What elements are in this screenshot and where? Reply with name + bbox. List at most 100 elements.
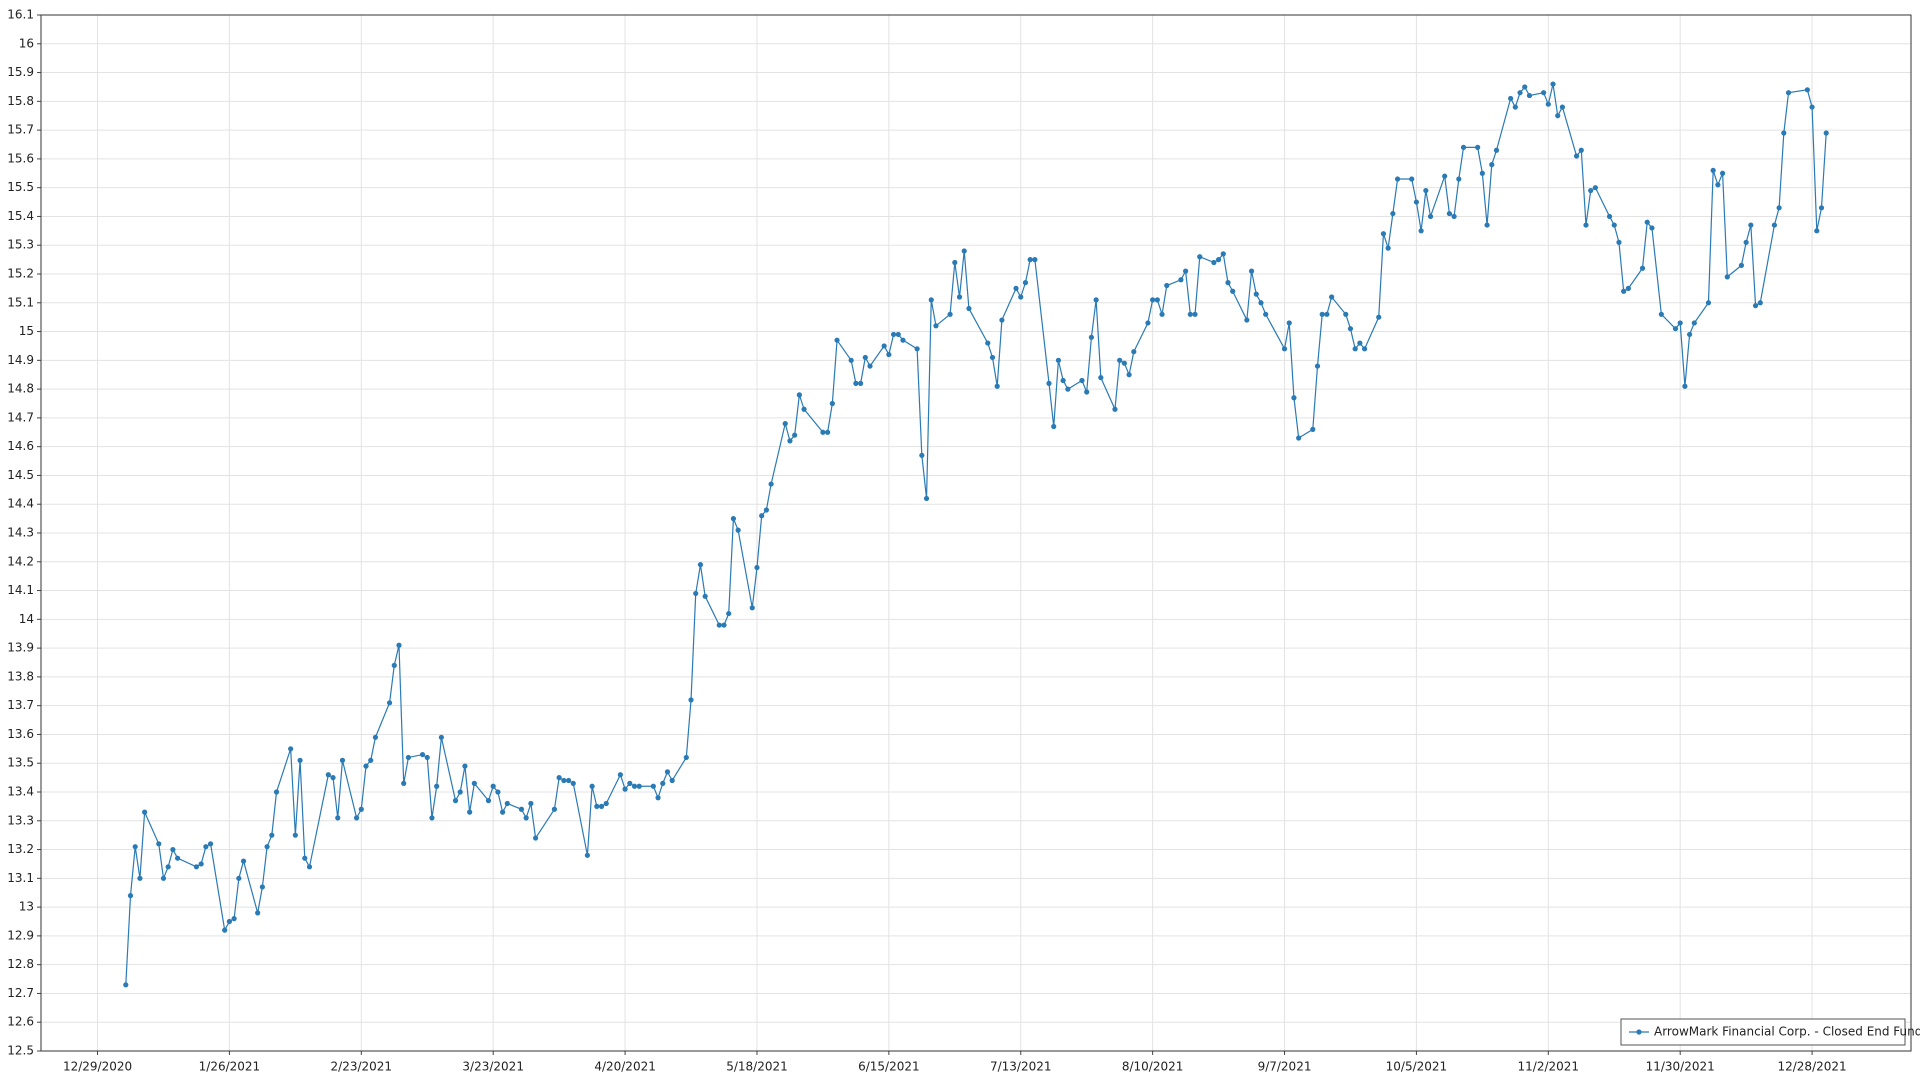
data-point xyxy=(561,777,567,784)
data-point xyxy=(1489,162,1495,168)
y-tick-label: 12.7 xyxy=(7,986,34,1000)
data-point xyxy=(1051,423,1057,430)
data-point xyxy=(664,769,671,775)
data-point xyxy=(132,844,138,850)
data-point xyxy=(867,363,873,369)
data-point xyxy=(240,858,247,864)
x-tick-label: 12/28/2021 xyxy=(1777,1060,1846,1074)
legend-marker xyxy=(1636,1029,1642,1035)
data-point xyxy=(1197,254,1203,260)
x-tick-label: 12/29/2020 xyxy=(63,1060,132,1074)
data-point xyxy=(1362,346,1368,352)
data-point xyxy=(636,783,642,789)
data-point xyxy=(391,662,397,668)
data-point xyxy=(1757,300,1763,306)
y-tick-label: 15.6 xyxy=(7,151,34,165)
data-point xyxy=(556,775,562,781)
data-point xyxy=(796,392,802,398)
data-point xyxy=(1522,84,1528,90)
data-point xyxy=(523,815,529,821)
x-tick-label: 2/23/2021 xyxy=(331,1060,393,1074)
data-point xyxy=(339,757,346,763)
data-point xyxy=(165,864,171,870)
data-point xyxy=(1621,288,1627,294)
data-point xyxy=(716,622,722,628)
data-point xyxy=(372,734,379,740)
data-point xyxy=(495,789,501,795)
data-point xyxy=(193,864,200,870)
data-point xyxy=(1286,320,1292,326)
data-point xyxy=(1131,349,1137,355)
data-point xyxy=(584,852,590,858)
data-point xyxy=(1065,386,1071,392)
data-point xyxy=(363,763,369,769)
data-point xyxy=(269,832,275,838)
data-point xyxy=(1376,314,1382,320)
data-point xyxy=(989,354,996,361)
plot-frame xyxy=(40,14,1912,1052)
data-point xyxy=(895,331,901,338)
data-point xyxy=(1291,395,1297,401)
y-tick-label: 13.6 xyxy=(7,727,34,741)
y-tick-label: 13.8 xyxy=(7,669,34,683)
data-point xyxy=(1230,288,1236,294)
data-point xyxy=(825,429,831,435)
data-point xyxy=(598,803,605,809)
data-point xyxy=(1625,285,1631,291)
data-point xyxy=(1639,265,1646,271)
data-point xyxy=(1093,297,1099,303)
data-point xyxy=(1512,104,1518,110)
data-point xyxy=(1079,377,1085,384)
x-tick-label: 11/2/2021 xyxy=(1518,1060,1580,1074)
data-point xyxy=(1022,280,1029,286)
data-point xyxy=(1357,340,1363,346)
data-point xyxy=(1027,257,1033,263)
data-point xyxy=(966,305,972,312)
data-point xyxy=(1281,346,1288,352)
data-point xyxy=(462,763,468,769)
data-point xyxy=(1588,187,1594,194)
data-point xyxy=(174,855,181,861)
data-point xyxy=(306,864,313,870)
data-point xyxy=(947,311,953,317)
legend-label: ArrowMark Financial Corp. - Closed End F… xyxy=(1654,1025,1920,1039)
data-point xyxy=(302,855,308,861)
data-point xyxy=(1248,268,1255,274)
data-point xyxy=(259,884,265,890)
data-point xyxy=(401,780,407,786)
data-point xyxy=(1658,311,1664,317)
data-point xyxy=(1084,389,1090,395)
data-point xyxy=(1752,303,1759,309)
data-point xyxy=(994,383,1000,389)
data-point xyxy=(1823,130,1829,136)
data-point xyxy=(801,406,807,412)
data-point xyxy=(1178,277,1184,283)
data-point xyxy=(1390,210,1396,217)
data-point xyxy=(763,507,769,513)
data-point xyxy=(419,751,426,758)
y-tick-label: 15.8 xyxy=(7,94,34,108)
data-point xyxy=(288,746,294,752)
data-point xyxy=(1460,144,1467,150)
y-tick-label: 14.5 xyxy=(7,468,34,482)
data-point xyxy=(721,622,727,628)
data-point xyxy=(1121,360,1127,366)
x-tick-label: 4/20/2021 xyxy=(594,1060,656,1074)
data-point xyxy=(782,421,788,427)
data-point xyxy=(792,432,798,438)
data-point xyxy=(768,481,774,487)
data-point xyxy=(386,700,393,706)
data-point xyxy=(594,803,600,809)
data-point xyxy=(1517,90,1523,96)
data-point xyxy=(1540,90,1547,96)
x-tick-label: 1/26/2021 xyxy=(199,1060,261,1074)
data-point xyxy=(1413,199,1420,205)
data-point xyxy=(1117,357,1123,363)
y-tick-label: 14.2 xyxy=(7,554,34,568)
y-tick-label: 15.5 xyxy=(7,180,34,194)
data-point xyxy=(1409,176,1415,182)
data-point xyxy=(325,772,331,778)
data-point xyxy=(1804,87,1810,93)
data-point xyxy=(1710,167,1716,173)
data-point xyxy=(952,259,958,266)
